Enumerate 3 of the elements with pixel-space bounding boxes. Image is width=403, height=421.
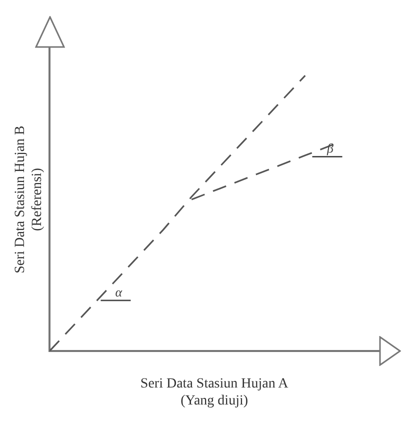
annotation: α <box>115 284 124 300</box>
y-axis-title: Seri Data Stasiun Hujan B (Referensi) <box>13 126 45 274</box>
x-axis-title: Seri Data Stasiun Hujan A (Yang diuji) <box>140 376 290 408</box>
